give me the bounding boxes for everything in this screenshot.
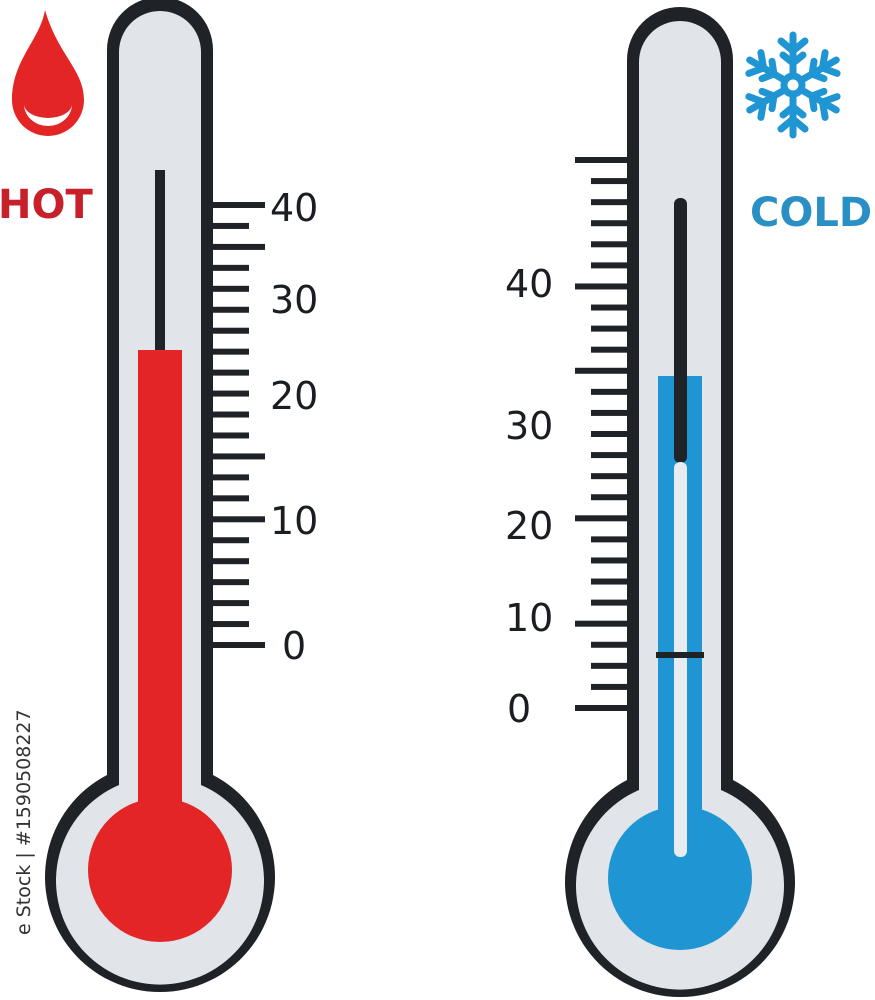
cold-scale-label-0: 0 xyxy=(507,687,531,731)
major-tick xyxy=(575,157,627,163)
cold-scale-label-10: 10 xyxy=(505,596,553,640)
minor-tick xyxy=(591,199,627,206)
minor-tick xyxy=(213,390,249,397)
hot-mercury-bulb xyxy=(88,798,232,942)
hot-scale-ticks xyxy=(213,202,265,648)
cold-mercury-track xyxy=(674,198,687,463)
major-tick xyxy=(575,367,627,374)
minor-tick xyxy=(213,264,249,271)
major-tick xyxy=(213,516,265,523)
minor-tick xyxy=(591,262,627,269)
cold-inner-tube xyxy=(674,462,687,857)
cold-label: COLD xyxy=(750,190,872,236)
cold-thermometer: 40 30 20 10 0 xyxy=(505,7,795,998)
major-tick xyxy=(575,620,627,627)
minor-tick xyxy=(591,409,627,416)
snowflake-arm xyxy=(777,31,809,77)
minor-tick xyxy=(213,558,249,565)
snowflake-arm xyxy=(777,93,809,139)
major-tick xyxy=(213,243,265,250)
minor-tick xyxy=(591,494,627,501)
minor-tick xyxy=(591,473,627,480)
snowflake-arm xyxy=(745,49,787,83)
hot-scale-label-10: 10 xyxy=(270,499,318,543)
minor-tick xyxy=(213,579,249,586)
snowflake-arm xyxy=(799,87,841,121)
minor-tick xyxy=(591,662,627,669)
minor-tick xyxy=(213,306,249,313)
hot-scale-label-30: 30 xyxy=(270,278,318,322)
minor-tick xyxy=(591,304,627,311)
minor-tick xyxy=(213,222,249,229)
hot-scale-label-20: 20 xyxy=(270,374,318,418)
minor-tick xyxy=(591,557,627,564)
snowflake-arm xyxy=(799,49,841,83)
minor-tick xyxy=(213,432,249,439)
cold-scale-label-30: 30 xyxy=(505,404,553,448)
minor-tick xyxy=(591,178,627,185)
flame-drop-icon xyxy=(12,10,84,136)
hot-scale-label-40: 40 xyxy=(270,186,318,230)
major-tick xyxy=(575,283,627,290)
cold-liquid-bulb xyxy=(608,806,752,950)
minor-tick xyxy=(591,388,627,395)
minor-tick xyxy=(591,599,627,606)
major-tick xyxy=(213,202,265,208)
major-tick xyxy=(213,642,265,648)
minor-tick xyxy=(213,285,249,292)
minor-tick xyxy=(213,474,249,481)
minor-tick xyxy=(591,346,627,353)
hot-mercury-column xyxy=(138,350,182,830)
hot-scale-label-0: 0 xyxy=(282,624,306,668)
cold-scale-ticks xyxy=(575,157,627,711)
minor-tick xyxy=(591,431,627,437)
hot-mercury-track xyxy=(155,170,165,360)
major-tick xyxy=(575,705,627,711)
minor-tick xyxy=(591,536,627,543)
minor-tick xyxy=(213,600,249,607)
minor-tick xyxy=(591,220,627,227)
minor-tick xyxy=(213,495,249,502)
snowflake-arm xyxy=(745,87,787,121)
watermark: e Stock | #1590508227 xyxy=(13,709,35,935)
major-tick xyxy=(575,515,627,522)
cold-scale-label-40: 40 xyxy=(505,262,553,306)
minor-tick xyxy=(591,241,627,248)
minor-tick xyxy=(591,452,627,459)
cold-level-marker xyxy=(656,652,704,658)
minor-tick xyxy=(591,641,627,648)
minor-tick xyxy=(213,369,249,376)
minor-tick xyxy=(591,683,627,690)
hot-label: HOT xyxy=(0,182,93,228)
minor-tick xyxy=(213,411,249,418)
minor-tick xyxy=(213,327,249,334)
minor-tick xyxy=(213,348,249,355)
minor-tick xyxy=(213,537,249,544)
snowflake-icon xyxy=(745,31,841,139)
cold-scale-label-20: 20 xyxy=(505,504,553,548)
minor-tick xyxy=(213,621,249,628)
minor-tick xyxy=(591,325,627,332)
minor-tick xyxy=(591,578,627,585)
hot-thermometer: 40 30 20 10 0 xyxy=(45,0,318,992)
snowflake-center xyxy=(780,72,806,98)
major-tick xyxy=(213,453,265,460)
